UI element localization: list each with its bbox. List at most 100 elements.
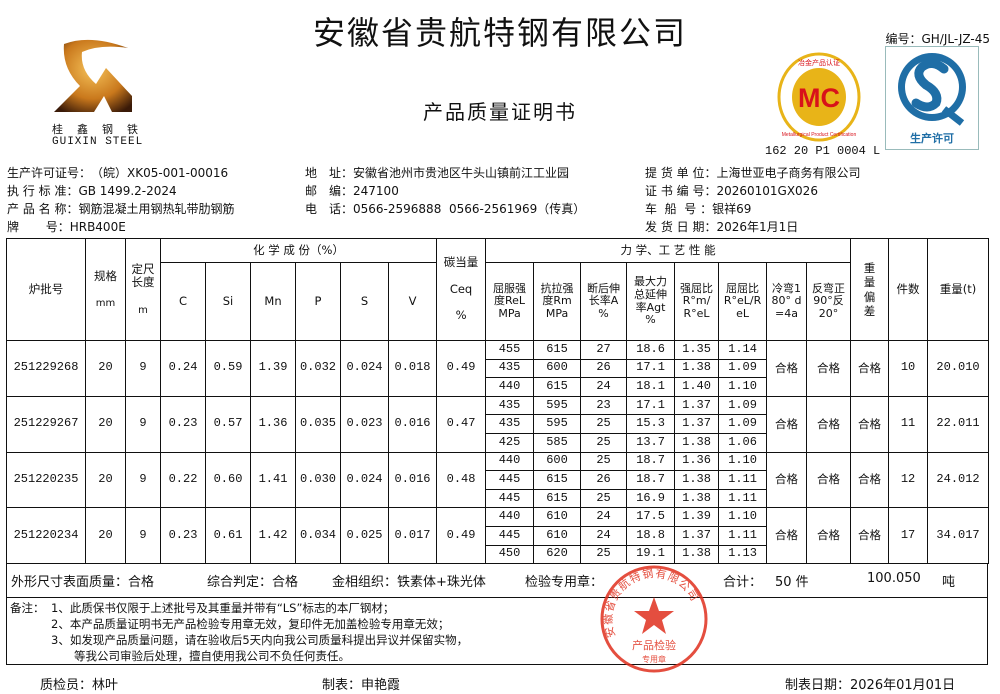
mech-value: 1.35 — [674, 340, 720, 360]
notes-label: 备注： — [10, 601, 45, 615]
info-label: 电 话： — [305, 202, 354, 216]
mech-value: 24 — [580, 507, 628, 527]
mech-value: 18.6 — [626, 340, 676, 360]
info-row: 证 书 编 号：20260101GX026 — [645, 182, 860, 200]
mech-value: 16.9 — [626, 488, 676, 509]
weight-deviation-result: 合格 — [850, 451, 890, 509]
mech-value: 25 — [580, 414, 628, 434]
mech-value: 27 — [580, 340, 628, 360]
qs-label: 生产许可 — [910, 132, 954, 145]
mech-value: 24 — [580, 525, 628, 546]
info-value: 银祥69 — [712, 202, 752, 216]
mech-value: 1.38 — [674, 358, 720, 379]
mech-value: 1.10 — [718, 507, 768, 527]
document-title: 产品质量证明书 — [423, 100, 577, 124]
mech-value: 1.40 — [674, 377, 720, 397]
info-row: 执 行 标 准：GB 1499.2-2024 — [7, 182, 234, 200]
mech-value: 1.36 — [674, 451, 720, 472]
info-left: 生产许可证号：（皖）XK05-001-00016 执 行 标 准：GB 1499.… — [7, 164, 234, 236]
pieces: 11 — [888, 395, 929, 453]
cold-bend-result: 合格 — [766, 395, 808, 453]
header-mech: 冷弯180° d=4a — [766, 262, 808, 341]
weight: 24.012 — [927, 451, 990, 509]
header-chem-mn: Mn — [250, 262, 296, 341]
appearance-result: 外形尺寸表面质量：合格 — [11, 575, 155, 590]
document-number: 编号：GH/JL-JZ-45 — [885, 32, 990, 46]
info-middle: 地 址：安徽省池州市贵池区牛头山镇前江工业园邮 编：247100 电 话：0566… — [305, 164, 585, 218]
header-spec: 规格 mm — [85, 238, 126, 341]
chem-value: 1.39 — [250, 340, 296, 397]
header-mech: 屈服强度ReL MPa — [485, 262, 535, 341]
table-row: 435 595 25 15.3 1.37 1.09 — [7, 414, 989, 434]
mech-value: 18.8 — [626, 525, 676, 546]
chem-value: 0.59 — [205, 340, 251, 397]
mech-value: 25 — [580, 544, 628, 565]
total-pieces: 50 件 — [775, 575, 809, 590]
mech-value: 1.37 — [674, 414, 720, 434]
ceq-value: 0.48 — [436, 451, 487, 509]
header-chem-s: S — [340, 262, 389, 341]
spec: 20 — [85, 395, 126, 453]
mech-value: 445 — [485, 470, 535, 490]
chem-value: 1.42 — [250, 507, 296, 565]
mech-value: 1.10 — [718, 451, 768, 472]
mech-value: 425 — [485, 432, 535, 453]
info-row: 生产许可证号：（皖）XK05-001-00016 — [7, 164, 234, 182]
info-label: 执 行 标 准： — [7, 184, 79, 198]
chem-value: 0.035 — [295, 395, 341, 453]
batch-number: 251220235 — [6, 451, 86, 509]
header-pieces: 件数 — [888, 238, 929, 341]
mech-value: 18.7 — [626, 451, 676, 472]
chem-value: 0.018 — [387, 340, 438, 397]
ceq-value: 0.49 — [436, 340, 487, 397]
table-row: 450 620 25 19.1 1.38 1.13 — [7, 544, 989, 565]
chem-value: 0.023 — [340, 395, 389, 453]
mech-value: 18.7 — [626, 470, 676, 490]
chem-value: 0.024 — [340, 451, 389, 509]
note-item: 2、本产品质量证明书无产品检验专用章无效，复印件无加盖检验专用章无效； — [51, 617, 450, 631]
inspector: 质检员：林叶 — [40, 678, 119, 693]
header-chem-p: P — [295, 262, 341, 341]
info-value: 安徽省池州市贵池区牛头山镇前江工业园 — [353, 166, 570, 180]
cold-bend-result: 合格 — [766, 451, 808, 509]
mech-value: 26 — [580, 470, 628, 490]
note-item: 1、此质保书仅限于上述批号及其重量并带有“LS”标志的本厂钢材； — [51, 601, 395, 615]
info-row: 牌 号：HRB400E — [7, 218, 234, 236]
rebend-result: 合格 — [806, 507, 852, 565]
info-row: 发 货 日 期：2026年1月1日 — [645, 218, 860, 236]
svg-text:专用章: 专用章 — [642, 654, 666, 664]
mech-value: 595 — [533, 395, 582, 416]
metallography: 金相组织：铁素体+珠光体 — [332, 575, 486, 590]
mech-value: 1.13 — [718, 544, 768, 565]
mech-value: 23 — [580, 395, 628, 416]
chem-value: 1.36 — [250, 395, 296, 453]
mech-value: 1.09 — [718, 414, 768, 434]
chem-value: 0.025 — [340, 507, 389, 565]
mech-value: 1.11 — [718, 488, 768, 509]
header-mech: 屈屈比R°eL/ReL — [718, 262, 768, 341]
mech-value: 585 — [533, 432, 582, 453]
mech-value: 26 — [580, 358, 628, 379]
info-value: （皖）XK05-001-00016 — [91, 166, 229, 180]
mech-value: 13.7 — [626, 432, 676, 453]
mech-value: 17.1 — [626, 395, 676, 416]
chem-value: 0.24 — [160, 340, 206, 397]
chem-value: 0.016 — [387, 395, 438, 453]
batch-number: 251220234 — [6, 507, 86, 565]
total-weight: 100.050 — [867, 571, 921, 586]
weight-unit: 吨 — [942, 575, 956, 590]
chem-value: 0.61 — [205, 507, 251, 565]
mech-value: 17.1 — [626, 358, 676, 379]
mech-value: 1.37 — [674, 395, 720, 416]
qs-icon — [898, 53, 966, 126]
table-row: 251229268 20 9 0.24 0.59 1.39 0.032 0.024 0.018 0… — [6, 340, 990, 397]
quality-table: 炉批号 规格 mm 定尺长度 m 化 学 成 份（%） 碳当量 Ceq% 力 学、工 … — [6, 238, 990, 565]
table-row: 445 615 26 18.7 1.38 1.11 — [7, 470, 989, 490]
weight: 22.011 — [927, 395, 990, 453]
mech-value: 615 — [533, 470, 582, 490]
info-row: 产 品 名 称：钢筋混凝土用钢热轧带肋钢筋 — [7, 200, 234, 218]
mech-value: 17.5 — [626, 507, 676, 527]
spec: 20 — [85, 340, 126, 397]
weight-deviation-result: 合格 — [850, 395, 890, 453]
mech-value: 455 — [485, 340, 535, 360]
